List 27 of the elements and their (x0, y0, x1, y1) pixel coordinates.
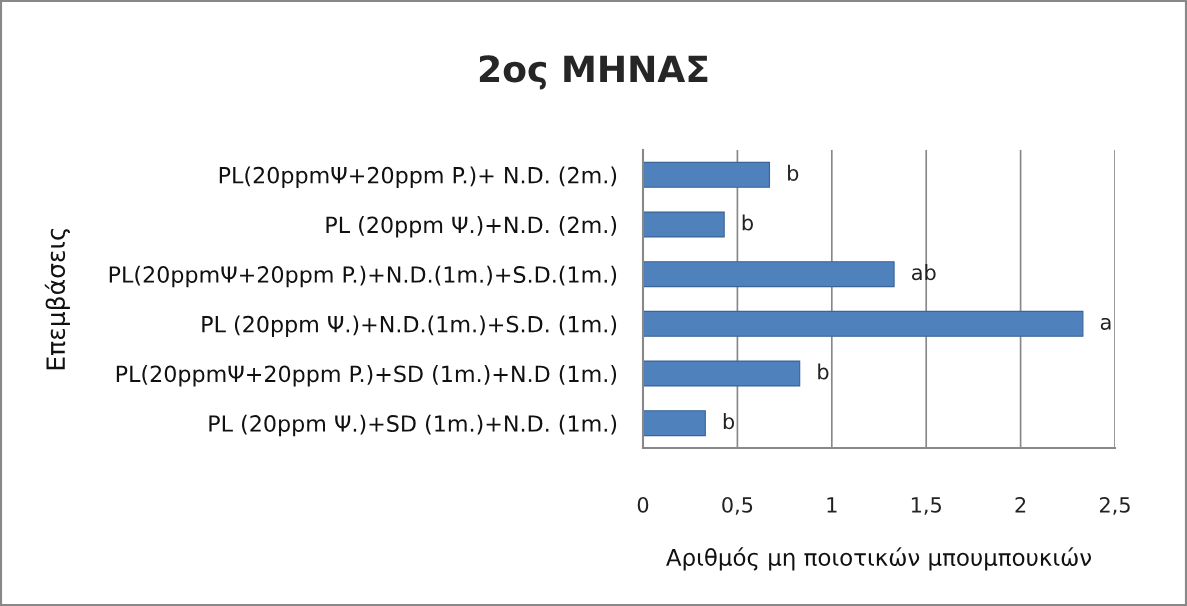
bar (643, 261, 895, 288)
y-tick-label: PL(20ppmΨ+20ppm P.)+N.D.(1m.)+S.D.(1m.) (109, 265, 617, 288)
bar (643, 360, 801, 387)
y-axis-title: Επεμβάσεις (44, 228, 70, 370)
y-tick-label: PL(20ppmΨ+20ppm P.)+ N.D. (2m.) (219, 166, 617, 188)
annotation: b (818, 363, 829, 380)
x-tick-label: 1 (827, 497, 837, 513)
annotation: ab (912, 264, 936, 281)
x-tick-label: 0 (637, 496, 649, 513)
annotation: a (1100, 317, 1111, 330)
x-tick-label: 2 (1015, 496, 1026, 513)
chart-title: 2ος ΜΗΝΑΣ (479, 55, 708, 90)
y-tick-label: PL (20ppm Ψ.)+N.D.(1m.)+S.D. (1m.) (202, 315, 617, 337)
y-tick-label: PL (20ppm Ψ.)+N.D. (2m.) (326, 216, 617, 238)
x-tick-label: 0,5 (722, 496, 753, 515)
annotation: b (788, 164, 799, 181)
bar (643, 161, 771, 188)
annotation: b (723, 413, 735, 430)
bar (643, 211, 725, 238)
y-tick-label: PL (20ppm Ψ.)+SD (1m.)+N.D. (1m.) (209, 414, 617, 437)
x-tick-label: 2,5 (1099, 496, 1130, 515)
bar (643, 310, 1084, 337)
x-axis-title: Αριθμός μη ποιοτικών μπουμπουκιών (666, 547, 1092, 571)
y-tick-label: PL(20ppmΨ+20ppm P.)+SD (1m.)+N.D (1m.) (116, 365, 617, 387)
x-tick-label: 1,5 (911, 497, 941, 515)
bar (643, 410, 706, 437)
annotation: b (742, 214, 753, 231)
